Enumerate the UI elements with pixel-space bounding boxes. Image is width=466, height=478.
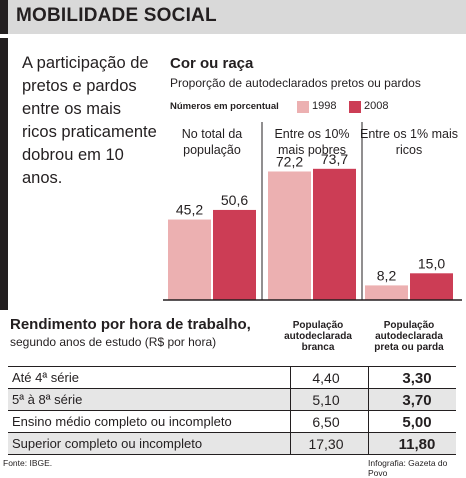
chart-subtitle: Proporção de autodeclarados pretos ou pa… — [170, 76, 421, 90]
row-value-black-brown: 5,00 — [402, 414, 432, 431]
bar-2008-0 — [213, 209, 256, 300]
intro-text: A participação de pretos e pardos entre … — [22, 54, 157, 187]
row-label: 5ª à 8ª série — [12, 392, 83, 407]
col-header-white: População autodeclarada branca — [284, 320, 352, 353]
data-label: 8,2 — [377, 267, 397, 283]
data-label: 72,2 — [276, 153, 303, 169]
bar-chart: 45,2 72,2 8,2 50,6 73,7 15,0 — [163, 122, 462, 301]
category-label-total: No total da população — [181, 127, 243, 157]
legend-label-2008: 2008 — [364, 100, 389, 112]
credit-note: Infografia: Gazeta do Povo — [368, 458, 448, 478]
row-value-white: 4,40 — [312, 370, 340, 386]
table-subtitle: segundo anos de estudo (R$ por hora) — [10, 335, 217, 349]
units-caption: Números em porcentual — [170, 101, 279, 112]
category-label-poorest: Entre os 10% mais pobres — [274, 127, 350, 157]
side-accent-rule — [0, 38, 8, 310]
row-label: Até 4ª série — [12, 370, 79, 385]
legend-swatch-1998 — [297, 101, 309, 113]
source-note: Fonte: IBGE. — [3, 458, 53, 468]
page-title: MOBILIDADE SOCIAL — [16, 5, 217, 26]
row-label: Ensino médio completo ou incompleto — [12, 414, 232, 429]
data-label: 73,7 — [321, 151, 348, 167]
legend-swatch-2008 — [349, 101, 361, 113]
table-title: Rendimento por hora de trabalho, — [10, 316, 251, 333]
table-row: Ensino médio completo ou incompleto 6,50… — [8, 410, 456, 433]
col-header-black-brown: População autodeclarada preta ou parda — [374, 320, 444, 353]
bar-2008-2 — [410, 273, 453, 300]
row-value-black-brown: 3,30 — [402, 370, 432, 387]
legend-label-1998: 1998 — [312, 100, 337, 112]
row-value-black-brown: 3,70 — [402, 392, 432, 409]
data-label: 45,2 — [176, 202, 203, 218]
header-accent-bar — [0, 0, 8, 34]
row-value-white: 6,50 — [312, 414, 340, 430]
row-label: Superior completo ou incompleto — [12, 436, 203, 451]
data-label: 50,6 — [221, 192, 248, 208]
table-column-divider — [368, 366, 369, 454]
row-value-black-brown: 11,80 — [398, 436, 436, 453]
table-bottom-rule — [8, 454, 456, 455]
bar-2008-1 — [313, 168, 356, 300]
table-row: Superior completo ou incompleto 17,30 11… — [8, 432, 456, 455]
chart-title: Cor ou raça — [170, 55, 254, 72]
data-label: 15,0 — [418, 255, 445, 271]
table-row: Até 4ª série 4,40 3,30 — [8, 366, 456, 389]
table-row: 5ª à 8ª série 5,10 3,70 — [8, 388, 456, 411]
bar-1998-1 — [268, 171, 311, 300]
header-band — [0, 0, 466, 34]
row-value-white: 17,30 — [308, 436, 344, 452]
bar-1998-0 — [168, 219, 211, 300]
bar-1998-2 — [365, 285, 408, 300]
table-column-divider — [290, 366, 291, 454]
row-value-white: 5,10 — [312, 392, 340, 408]
category-label-richest: Entre os 1% mais ricos — [360, 127, 458, 157]
